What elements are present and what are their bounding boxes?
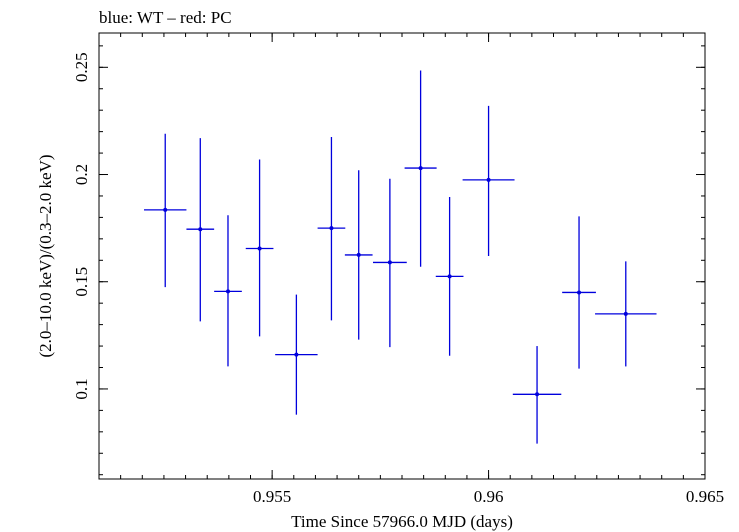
data-marker	[225, 289, 230, 294]
data-marker	[329, 226, 334, 231]
data-point	[372, 178, 407, 348]
data-point	[317, 136, 346, 321]
y-tick-label: 0.15	[72, 267, 91, 297]
x-axis-label: Time Since 57966.0 MJD (days)	[291, 512, 513, 531]
data-point	[462, 105, 515, 256]
y-axis-label: (2.0–10.0 keV)/(0.3–2.0 keV)	[36, 154, 55, 357]
data-marker	[163, 207, 168, 212]
data-point	[595, 261, 657, 367]
data-point	[562, 216, 596, 369]
data-series-wt	[144, 70, 657, 444]
data-point	[245, 159, 274, 337]
data-marker	[257, 246, 262, 251]
data-marker	[198, 227, 203, 232]
data-point	[186, 138, 215, 322]
data-marker	[577, 290, 582, 295]
data-point	[512, 346, 562, 444]
data-marker	[294, 352, 299, 357]
x-tick-label: 0.96	[474, 487, 504, 506]
tick-labels: 0.955 0.96 0.965 0.1 0.15 0.2 0.25	[72, 52, 724, 506]
tick-marks	[98, 33, 706, 479]
data-marker	[418, 166, 423, 171]
data-marker	[356, 252, 361, 257]
data-point	[344, 170, 373, 340]
data-point	[275, 294, 318, 415]
y-tick-label: 0.2	[72, 164, 91, 185]
chart-title: blue: WT – red: PC	[99, 8, 232, 27]
plot-frame	[98, 32, 706, 480]
x-tick-label: 0.955	[253, 487, 291, 506]
data-point	[404, 70, 437, 267]
data-point	[144, 133, 187, 288]
data-marker	[486, 177, 491, 182]
data-point	[435, 197, 464, 356]
data-marker	[387, 260, 392, 265]
y-tick-label: 0.1	[72, 378, 91, 399]
x-tick-label: 0.965	[686, 487, 724, 506]
data-marker	[535, 392, 540, 397]
data-marker	[447, 274, 452, 279]
y-tick-label: 0.25	[72, 52, 91, 82]
data-marker	[623, 311, 628, 316]
data-point	[214, 215, 242, 367]
